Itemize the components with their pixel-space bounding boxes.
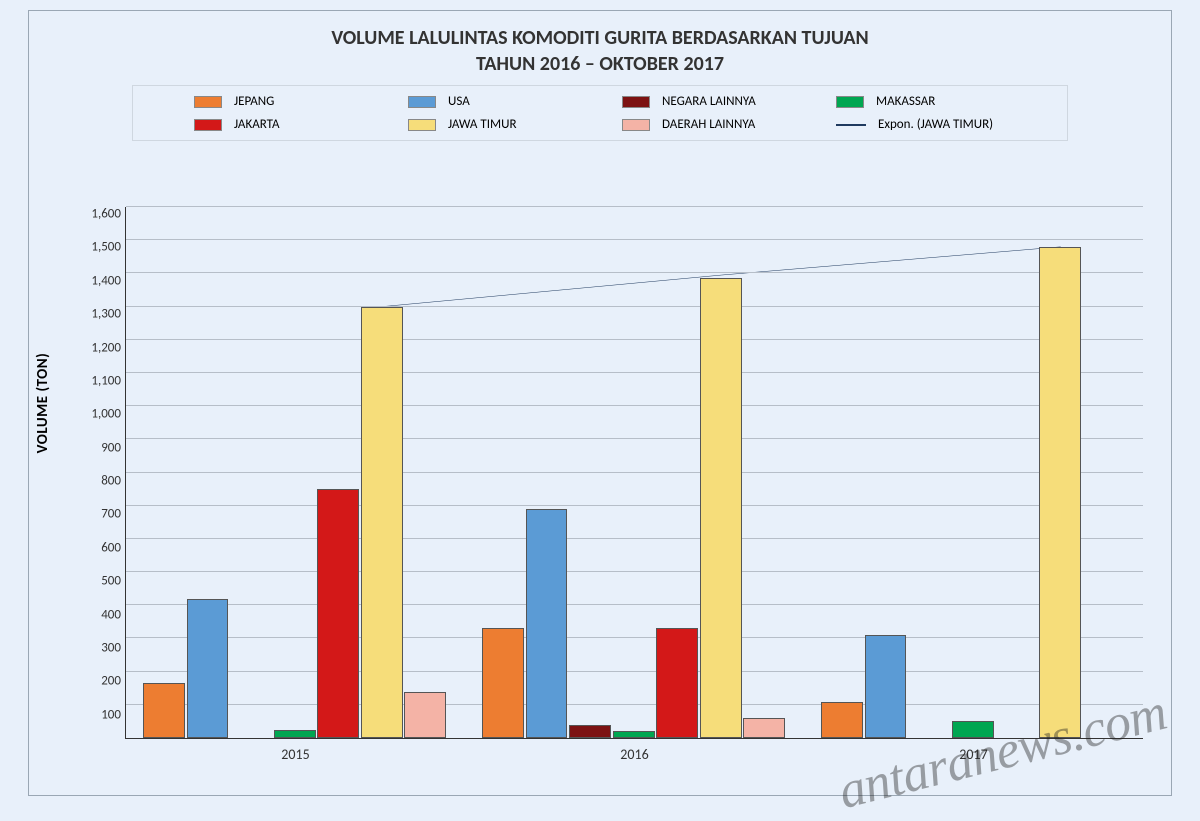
y-tick-label: 1,600	[81, 207, 121, 222]
y-tick-label: 1,400	[81, 273, 121, 288]
legend-item-0: JEPANG	[194, 94, 364, 109]
trend-svg	[126, 207, 1143, 738]
y-tick-label: 600	[81, 540, 121, 555]
gridline	[126, 405, 1143, 406]
y-tick-label: 1,200	[81, 340, 121, 355]
y-tick-label: 400	[81, 607, 121, 622]
y-tick-label: 700	[81, 507, 121, 522]
legend-label: NEGARA LAINNYA	[662, 94, 756, 109]
legend-swatch	[408, 119, 436, 131]
bar-jepang-2015	[143, 683, 185, 738]
legend-label: JEPANG	[234, 94, 274, 109]
bar-jakarta-2015	[317, 489, 359, 738]
chart-frame: VOLUME LALULINTAS KOMODITI GURITA BERDAS…	[28, 10, 1172, 796]
y-tick-label: 1,500	[81, 240, 121, 255]
gridline	[126, 671, 1143, 672]
legend-item-6: DAERAH LAINNYA	[622, 117, 792, 132]
gridline	[126, 505, 1143, 506]
bar-usa-2015	[187, 599, 229, 738]
bar-daerah-lainnya-2015	[404, 692, 446, 738]
legend-swatch	[622, 119, 650, 131]
bar-jepang-2017	[821, 702, 863, 739]
legend-swatch	[194, 96, 222, 108]
title-line-1: VOLUME LALULINTAS KOMODITI GURITA BERDAS…	[29, 25, 1171, 51]
bar-makassar-2015	[274, 730, 316, 738]
legend-swatch	[194, 119, 222, 131]
legend-label: JAWA TIMUR	[448, 117, 517, 132]
x-tick-label: 2015	[281, 738, 309, 763]
y-tick-label: 200	[81, 674, 121, 689]
legend-label: USA	[448, 94, 470, 109]
gridline	[126, 339, 1143, 340]
bar-jawa-timur-2017	[1039, 247, 1081, 738]
legend-label: JAKARTA	[234, 117, 280, 132]
y-tick-label: 500	[81, 574, 121, 589]
bar-jepang-2016	[482, 628, 524, 738]
bar-usa-2016	[526, 509, 568, 738]
bar-jawa-timur-2015	[361, 307, 403, 738]
legend-item-5: JAWA TIMUR	[408, 117, 578, 132]
legend-item-2: NEGARA LAINNYA	[622, 94, 792, 109]
bar-usa-2017	[865, 635, 907, 738]
plot-area: 201520162017	[125, 207, 1143, 739]
legend-item-1: USA	[408, 94, 578, 109]
gridline	[126, 272, 1143, 273]
legend-label: Expon. (JAWA TIMUR)	[878, 117, 993, 132]
bar-jakarta-2016	[656, 628, 698, 738]
bar-negara-lainnya-2016	[569, 725, 611, 738]
x-tick-label: 2016	[620, 738, 648, 763]
x-tick-label: 2017	[959, 738, 987, 763]
gridline	[126, 438, 1143, 439]
legend-line-swatch	[836, 124, 866, 126]
gridline	[126, 571, 1143, 572]
bar-daerah-lainnya-2016	[743, 718, 785, 738]
chart-title: VOLUME LALULINTAS KOMODITI GURITA BERDAS…	[29, 11, 1171, 85]
y-tick-label: 1,000	[81, 407, 121, 422]
y-tick-label: 1,100	[81, 373, 121, 388]
gridline	[126, 704, 1143, 705]
gridline	[126, 637, 1143, 638]
legend-label: DAERAH LAINNYA	[662, 117, 755, 132]
y-tick-label: 1,300	[81, 307, 121, 322]
y-tick-label: 800	[81, 474, 121, 489]
bar-makassar-2016	[613, 731, 655, 738]
gridline	[126, 239, 1143, 240]
gridline	[126, 372, 1143, 373]
legend-item-3: MAKASSAR	[836, 94, 1006, 109]
y-tick-label: 100	[81, 707, 121, 722]
gridline	[126, 604, 1143, 605]
legend-label: MAKASSAR	[876, 94, 935, 109]
legend-item-4: JAKARTA	[194, 117, 364, 132]
legend-swatch	[836, 96, 864, 108]
gridline	[126, 206, 1143, 207]
gridline	[126, 472, 1143, 473]
legend-item-7: Expon. (JAWA TIMUR)	[836, 117, 1006, 132]
gridline	[126, 538, 1143, 539]
gridline	[126, 306, 1143, 307]
y-tick-label: 900	[81, 440, 121, 455]
title-line-2: TAHUN 2016 – OKTOBER 2017	[29, 51, 1171, 77]
bar-makassar-2017	[952, 721, 994, 738]
chart-legend: JEPANG USA NEGARA LAINNYA MAKASSAR JAKARTA JA…	[132, 85, 1068, 141]
y-axis-label: VOLUME (TON)	[34, 353, 52, 454]
legend-swatch	[408, 96, 436, 108]
legend-swatch	[622, 96, 650, 108]
bar-jawa-timur-2016	[700, 278, 742, 738]
y-tick-label: 300	[81, 640, 121, 655]
